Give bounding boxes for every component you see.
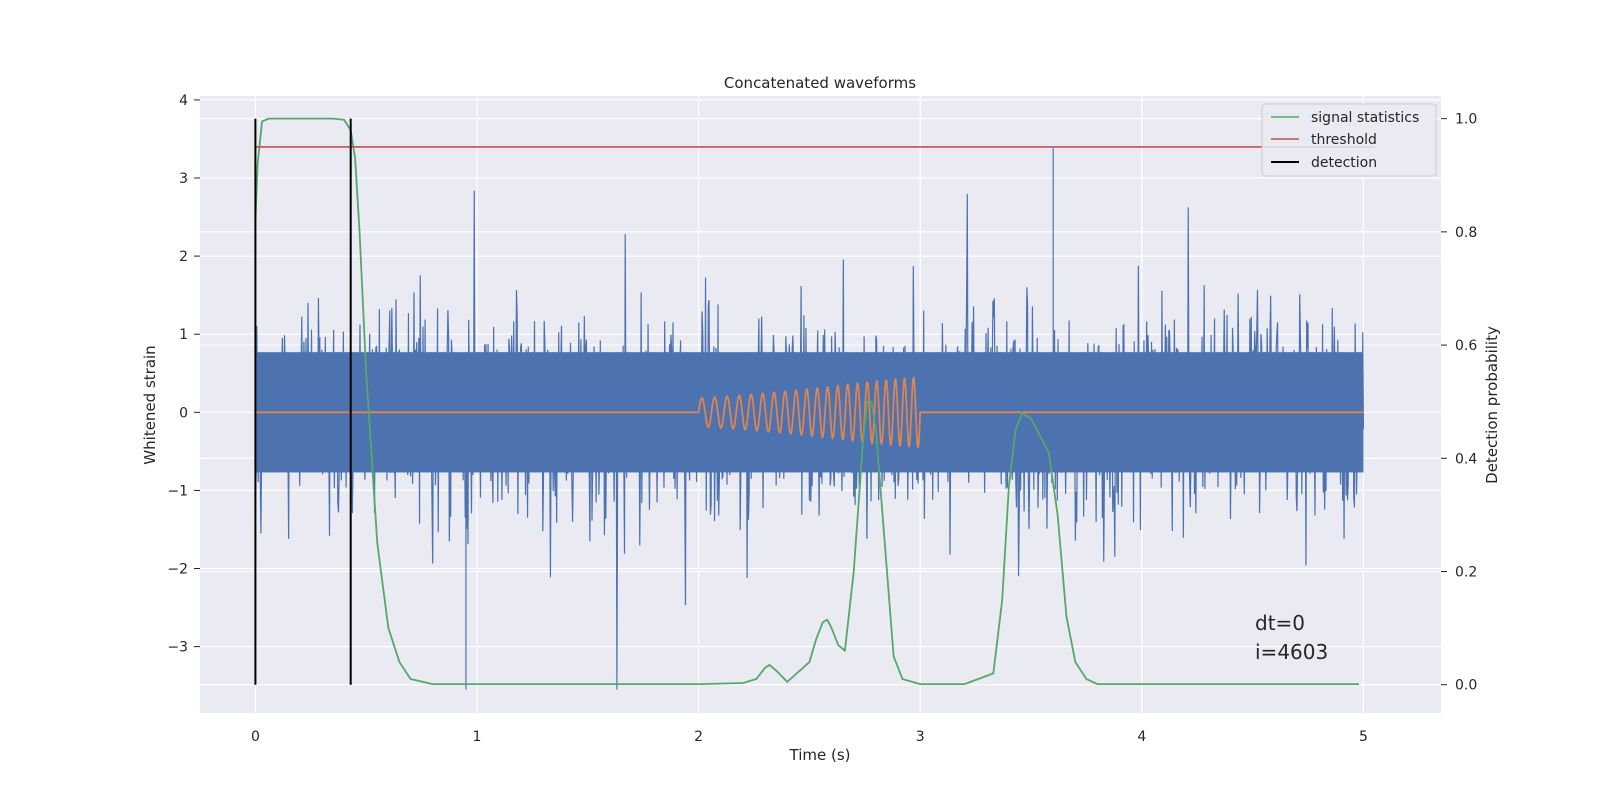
chart-title: Concatenated waveforms [724,74,916,92]
y-tick-label-left: 2 [179,249,188,265]
y-axis-label-right: Detection probability [1483,326,1501,484]
x-axis-label: Time (s) [789,746,851,764]
annotation-index: i=4603 [1255,640,1328,664]
x-tick-label: 1 [473,729,482,745]
y-tick-label-left: 1 [179,327,188,343]
y-tick-label-left: −2 [167,562,188,578]
x-tick-label: 3 [916,729,925,745]
y-tick-label-right: 0.2 [1455,564,1477,580]
signal-statistics-series [254,117,1360,686]
tick-labels: 0 1 2 3 4 5 −3 −2 −1 0 1 2 3 4 0.0 0.2 0.4 0.6 0.8 1.0 [167,93,1477,745]
y-tick-label-right: 1.0 [1455,112,1477,128]
y-tick-label-right: 0.6 [1455,338,1477,354]
legend-label-signal-statistics: signal statistics [1311,110,1419,126]
legend-label-detection: detection [1311,155,1377,171]
y-tick-label-right: 0.8 [1455,225,1477,241]
legend: signal statistics threshold detection [1261,103,1437,177]
y-tick-label-left: 4 [179,93,188,109]
y-tick-label-left: −1 [167,483,188,499]
annotation-dt: dt=0 [1255,611,1305,635]
y-tick-label-left: 3 [179,171,188,187]
y-tick-label-right: 0.0 [1455,678,1477,694]
signal-statistics-line [254,117,1360,686]
y-tick-label-left: 0 [179,405,188,421]
y-tick-label-right: 0.4 [1455,451,1477,467]
injection-series [255,376,1364,449]
y-tick-label-left: −3 [167,640,188,656]
injection-line [255,376,1364,449]
x-tick-label: 0 [251,729,260,745]
legend-label-threshold: threshold [1311,132,1377,148]
detection-series [254,118,352,685]
legend-box [1261,103,1437,177]
x-tick-label: 4 [1137,729,1146,745]
y-axis-label-left: Whitened strain [141,345,159,464]
x-tick-label: 2 [694,729,703,745]
x-tick-label: 5 [1359,729,1368,745]
